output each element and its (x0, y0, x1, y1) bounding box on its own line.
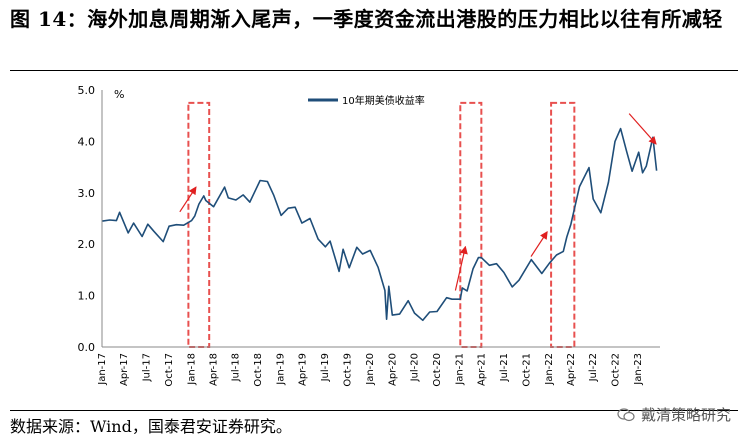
title-divider (10, 70, 738, 71)
legend-label: 10年期美债收益率 (342, 94, 425, 107)
series-line-10y-ust-yield (102, 127, 658, 322)
watermark: 戴清策略研究 (617, 404, 731, 425)
highlight-boxes (187, 101, 576, 348)
x-tick-label-4: Jan-18 (186, 353, 197, 386)
x-tick-label-23: Oct-22 (611, 353, 622, 387)
x-tick-label-16: Jan-21 (455, 353, 466, 386)
x-tick-label-6: Jul-18 (231, 353, 242, 382)
highlight-box-0 (187, 101, 211, 348)
trend-arrow-1 (454, 245, 468, 291)
x-tick-label-9: Apr-19 (298, 353, 309, 386)
x-tick-label-7: Oct-18 (253, 353, 264, 387)
trend-arrow-2 (530, 231, 548, 257)
y-tick-label-1: 1.0 (78, 290, 96, 303)
x-tick-label-17: Apr-21 (477, 353, 488, 386)
x-tick-label-12: Jan-20 (365, 353, 376, 386)
figure-title: 图 14：海外加息周期渐入尾声，一季度资金流出港股的压力相比以往有所减轻 (10, 7, 723, 31)
watermark-text: 戴清策略研究 (640, 406, 731, 424)
y-tick-label-2: 2.0 (78, 238, 96, 251)
source-note: 数据来源：Wind，国泰君安证券研究。 (10, 417, 292, 436)
x-tick-label-13: Apr-20 (387, 353, 398, 386)
trend-arrow-3 (628, 113, 657, 145)
x-tick-label-20: Jan-22 (544, 353, 555, 386)
x-tick-label-21: Apr-22 (566, 353, 577, 386)
x-tick-label-0: Jan-17 (97, 353, 108, 386)
y-tick-label-4: 4.0 (78, 135, 96, 148)
x-tick-label-19: Oct-21 (521, 353, 532, 387)
y-tick-label-5: 5.0 (78, 84, 96, 97)
x-tick-label-8: Jan-19 (276, 353, 287, 386)
legend: 10年期美债收益率 (308, 94, 425, 107)
y-tick-label-0: 0.0 (78, 341, 96, 354)
x-tick-label-15: Oct-20 (432, 353, 443, 387)
x-tick-labels: Jan-17 Apr-17 Jul-17 Oct-17 Jan-18 Apr-18 Jul-… (97, 353, 644, 387)
y-tick-label-3: 3.0 (78, 187, 96, 200)
trend-arrow-0 (179, 186, 197, 213)
yield-line-chart: 0.0 1.0 2.0 3.0 4.0 5.0 Jan-17 Apr-17 Jul-17 Oct… (78, 84, 660, 387)
x-tick-label-11: Oct-19 (342, 353, 353, 387)
y-axis-unit: % (114, 88, 124, 101)
x-tick-label-10: Jul-19 (320, 353, 331, 382)
x-tick-label-5: Apr-18 (208, 353, 219, 386)
x-tick-label-1: Apr-17 (119, 353, 130, 386)
y-tick-labels: 0.0 1.0 2.0 3.0 4.0 5.0 (78, 84, 96, 354)
trend-arrows (179, 113, 657, 291)
x-tick-label-14: Jul-20 (410, 353, 421, 382)
x-tick-label-18: Jul-21 (499, 353, 510, 382)
x-tick-label-2: Jul-17 (141, 353, 152, 382)
x-tick-label-22: Jul-22 (588, 353, 599, 382)
highlight-box-1 (459, 101, 483, 348)
footer-divider (10, 410, 738, 411)
wechat-icon (617, 407, 635, 421)
x-tick-label-24: Jan-23 (633, 353, 644, 386)
x-tick-label-3: Oct-17 (164, 353, 175, 387)
